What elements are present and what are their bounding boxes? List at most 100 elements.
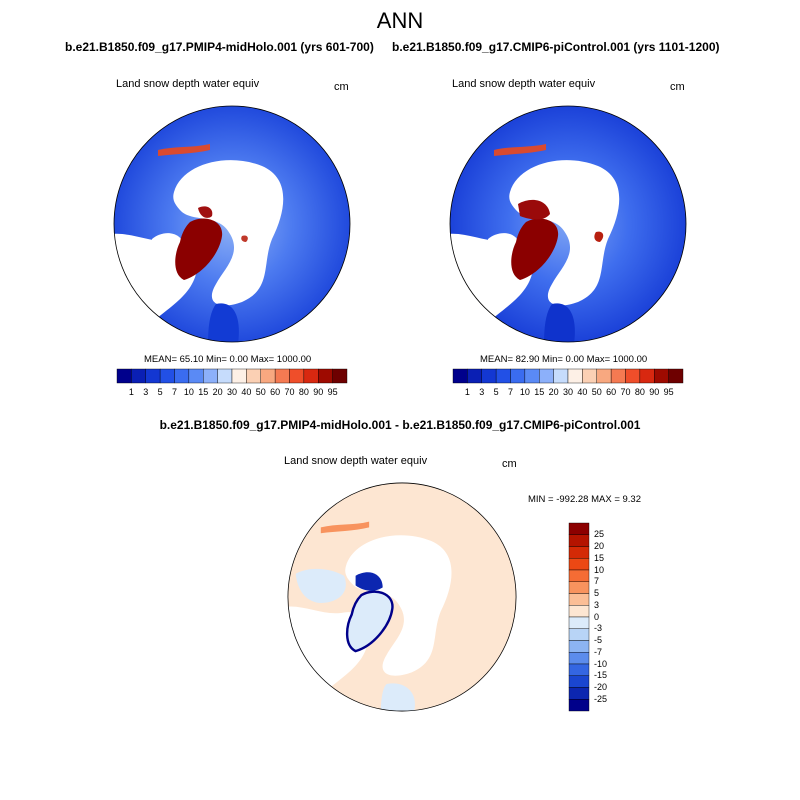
tick: 70 — [284, 387, 295, 397]
panel3-polar-map — [287, 482, 517, 712]
colorbar-swatch — [625, 368, 641, 384]
tick: 5 — [594, 588, 600, 598]
panel2-variable-label: Land snow depth water equiv — [452, 78, 596, 90]
colorbar-swatch — [568, 663, 590, 676]
tick: 1 — [464, 387, 470, 397]
panel1-units: cm — [334, 81, 349, 93]
colorbar-swatch — [539, 368, 554, 384]
tick: 25 — [594, 529, 605, 540]
colorbar-swatch — [318, 368, 333, 384]
tick: 10 — [183, 387, 194, 397]
colorbar-swatch — [568, 628, 590, 641]
alaska-strip — [494, 144, 546, 156]
alaska-increase — [320, 521, 370, 534]
svalbard-ice — [594, 231, 604, 242]
colorbar-swatch — [568, 593, 590, 606]
colorbar-swatch — [568, 546, 590, 559]
panel1-case-title: b.e21.B1850.f09_g17.PMIP4-midHolo.001 (y… — [65, 40, 374, 54]
colorbar-swatch — [568, 569, 590, 582]
panel3-case-title: b.e21.B1850.f09_g17.PMIP4-midHolo.001 - … — [159, 418, 641, 432]
colorbar-swatch — [289, 368, 305, 384]
europe-landmass — [544, 303, 575, 342]
colorbar-swatch — [567, 368, 583, 384]
colorbar-swatch — [174, 368, 190, 384]
tick: 15 — [594, 552, 605, 563]
tick: 15 — [534, 387, 545, 397]
tick: -10 — [594, 658, 608, 669]
colorbar-swatch — [568, 687, 590, 700]
tick: 30 — [562, 387, 574, 397]
colorbar-swatch — [553, 368, 569, 384]
svalbard-ice — [241, 235, 248, 242]
tick: 95 — [663, 387, 674, 397]
colorbar-swatch — [510, 368, 526, 384]
tick: 50 — [255, 387, 266, 397]
panel3-colorbar — [568, 522, 590, 712]
main-title: ANN — [376, 8, 424, 33]
tick: 1 — [128, 387, 134, 397]
tick: 60 — [270, 387, 281, 397]
greenland-decrease — [345, 590, 394, 653]
ellesmere-ice — [198, 206, 213, 218]
greenland-ice — [175, 218, 223, 280]
arctic-ocean — [345, 535, 452, 676]
colorbar-swatch — [246, 368, 261, 384]
colorbar-swatch — [274, 368, 290, 384]
colorbar-swatch — [481, 368, 497, 384]
tick: 0 — [594, 611, 600, 622]
colorbar-swatch — [524, 368, 540, 384]
panel2-colorbar — [452, 368, 684, 384]
archipelago-decrease — [355, 572, 383, 591]
tick: 7 — [507, 387, 514, 397]
colorbar-swatch — [145, 368, 161, 384]
tick: 60 — [606, 387, 617, 397]
alaska-strip — [158, 144, 210, 156]
tick: 10 — [594, 564, 605, 575]
colorbar-swatch — [568, 699, 590, 712]
panel1-variable-label: Land snow depth water equiv — [116, 78, 260, 90]
colorbar-swatch — [568, 616, 590, 629]
tick: 3 — [143, 387, 149, 397]
panel3-variable-label: Land snow depth water equiv — [284, 455, 428, 467]
tick: 7 — [171, 387, 178, 397]
negative-diff-region — [295, 568, 346, 604]
tick: 80 — [298, 387, 309, 397]
tick: -25 — [594, 693, 608, 704]
colorbar-swatch — [231, 368, 247, 384]
tick: 80 — [634, 387, 645, 397]
panel3-stats: MIN = -992.28 MAX = 9.32 — [528, 494, 642, 505]
tick: 40 — [241, 387, 252, 397]
colorbar-swatch — [159, 368, 175, 384]
tick: 50 — [591, 387, 602, 397]
colorbar-swatch — [596, 368, 612, 384]
tick: 5 — [157, 387, 163, 397]
colorbar-swatch — [568, 581, 590, 594]
colorbar-swatch — [568, 534, 590, 547]
colorbar-swatch — [452, 368, 468, 384]
negative-diff-region — [380, 683, 415, 712]
colorbar-swatch — [568, 558, 590, 571]
colorbar-swatch — [568, 522, 590, 535]
colorbar-swatch — [303, 368, 319, 384]
colorbar-swatch — [668, 368, 684, 384]
canadian-archipelago-ice — [518, 199, 550, 220]
panel1-colorbar-ticks: 1 3 5 7 10 15 20 30 40 50 60 70 80 90 95 — [117, 387, 347, 399]
tick: -5 — [594, 635, 603, 645]
colorbar-swatch — [568, 652, 590, 665]
panel3-colorbar-ticks: 25 20 15 10 7 5 3 0 -3 -5 -7 -10 -15 -20… — [594, 523, 624, 711]
tick: 10 — [519, 387, 530, 397]
panel2-units: cm — [670, 81, 685, 93]
tick: 15 — [198, 387, 209, 397]
colorbar-swatch — [260, 368, 276, 384]
colorbar-swatch — [568, 640, 590, 653]
tick: 7 — [594, 576, 600, 587]
tick: 20 — [212, 387, 223, 397]
colorbar-swatch — [654, 368, 669, 384]
colorbar-swatch — [495, 368, 511, 384]
panel3-units: cm — [502, 458, 517, 470]
colorbar-swatch — [332, 368, 348, 384]
colorbar-swatch — [467, 368, 482, 384]
tick: 95 — [327, 387, 338, 397]
colorbar-swatch — [116, 368, 132, 384]
panel2-stats: MEAN= 82.90 Min= 0.00 Max= 1000.00 — [480, 354, 648, 365]
